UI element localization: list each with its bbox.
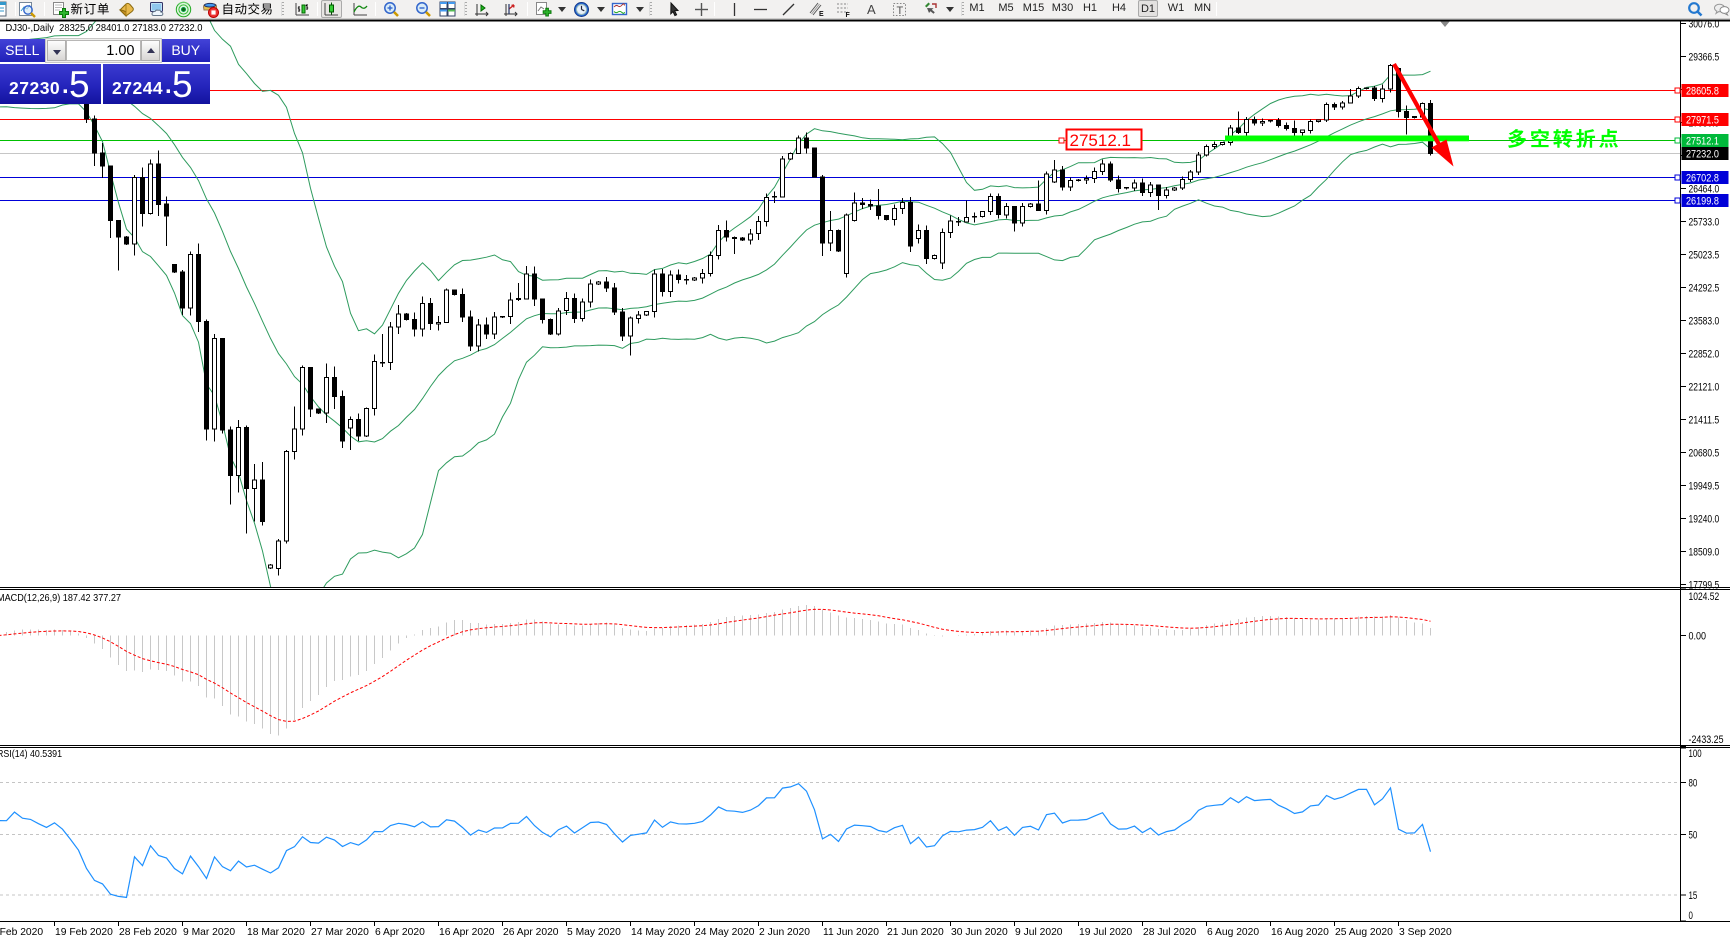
svg-text:1024.52: 1024.52	[1689, 591, 1720, 603]
svg-text:28 Jul 2020: 28 Jul 2020	[1143, 927, 1197, 938]
svg-text:19240.0: 19240.0	[1689, 513, 1720, 525]
svg-text:18509.0: 18509.0	[1689, 546, 1720, 558]
svg-text:5 May 2020: 5 May 2020	[567, 927, 621, 938]
svg-text:26464.0: 26464.0	[1689, 183, 1720, 195]
svg-text:19949.5: 19949.5	[1689, 480, 1720, 492]
svg-text:16 Aug 2020: 16 Aug 2020	[1271, 927, 1329, 938]
svg-text:27512.1: 27512.1	[1070, 131, 1131, 150]
svg-text:9 Jul 2020: 9 Jul 2020	[1015, 927, 1063, 938]
svg-text:19 Jul 2020: 19 Jul 2020	[1079, 927, 1133, 938]
svg-text:6 Aug 2020: 6 Aug 2020	[1207, 927, 1259, 938]
svg-text:80: 80	[1689, 778, 1698, 790]
svg-text:27971.5: 27971.5	[1686, 115, 1719, 127]
svg-text:22852.0: 22852.0	[1689, 348, 1720, 360]
svg-text:26199.8: 26199.8	[1686, 196, 1719, 208]
svg-text:26702.8: 26702.8	[1686, 173, 1719, 185]
svg-text:9 Feb 2020: 9 Feb 2020	[0, 927, 43, 938]
svg-text:F: F	[846, 12, 851, 18]
svg-text:29366.5: 29366.5	[1689, 51, 1720, 63]
svg-text:27512.1: 27512.1	[1686, 136, 1719, 148]
svg-text:23583.0: 23583.0	[1689, 315, 1720, 327]
svg-text:24 May 2020: 24 May 2020	[695, 927, 755, 938]
svg-text:21 Jun 2020: 21 Jun 2020	[887, 927, 944, 938]
svg-text:20680.5: 20680.5	[1689, 447, 1720, 459]
svg-text:9 Mar 2020: 9 Mar 2020	[183, 927, 235, 938]
svg-text:50: 50	[1689, 830, 1698, 842]
svg-text:T: T	[897, 5, 904, 17]
svg-text:27 Mar 2020: 27 Mar 2020	[311, 927, 369, 938]
svg-text:100: 100	[1689, 748, 1702, 760]
svg-text:21411.5: 21411.5	[1689, 414, 1720, 426]
svg-text:-2433.25: -2433.25	[1689, 734, 1724, 746]
svg-text:30076.0: 30076.0	[1689, 18, 1720, 30]
svg-text:RSI(14) 40.5391: RSI(14) 40.5391	[0, 749, 62, 760]
svg-text:24292.5: 24292.5	[1689, 282, 1720, 294]
svg-text:A: A	[867, 2, 876, 17]
svg-text:22121.0: 22121.0	[1689, 381, 1720, 393]
svg-text:30 Jun 2020: 30 Jun 2020	[951, 927, 1008, 938]
svg-text:19 Feb 2020: 19 Feb 2020	[55, 927, 113, 938]
svg-text:28605.8: 28605.8	[1686, 86, 1719, 98]
svg-text:DJ30-,Daily 28325.0 28401.0 2: DJ30-,Daily 28325.0 28401.0 27183.0 2723…	[6, 22, 203, 34]
svg-text:18 Mar 2020: 18 Mar 2020	[247, 927, 305, 938]
svg-text:3 Sep 2020: 3 Sep 2020	[1399, 927, 1452, 938]
svg-text:28 Feb 2020: 28 Feb 2020	[119, 927, 177, 938]
svg-text:25023.5: 25023.5	[1689, 249, 1720, 261]
svg-text:MACD(12,26,9) 187.42 377.27: MACD(12,26,9) 187.42 377.27	[0, 593, 121, 604]
svg-text:0.00: 0.00	[1689, 631, 1707, 643]
svg-text:26 Apr 2020: 26 Apr 2020	[503, 927, 559, 938]
svg-text:27232.0: 27232.0	[1686, 149, 1719, 161]
svg-text:25733.0: 25733.0	[1689, 216, 1720, 228]
svg-text:16 Apr 2020: 16 Apr 2020	[439, 927, 495, 938]
svg-text:17799.5: 17799.5	[1689, 579, 1720, 591]
svg-text:6 Apr 2020: 6 Apr 2020	[375, 927, 425, 938]
svg-text:E: E	[819, 11, 824, 18]
svg-text:25 Aug 2020: 25 Aug 2020	[1335, 927, 1393, 938]
svg-text:2 Jun 2020: 2 Jun 2020	[759, 927, 810, 938]
svg-text:0: 0	[1689, 910, 1693, 922]
svg-text:11 Jun 2020: 11 Jun 2020	[823, 927, 879, 938]
svg-text:15: 15	[1689, 890, 1698, 902]
svg-text:14 May 2020: 14 May 2020	[631, 927, 691, 938]
